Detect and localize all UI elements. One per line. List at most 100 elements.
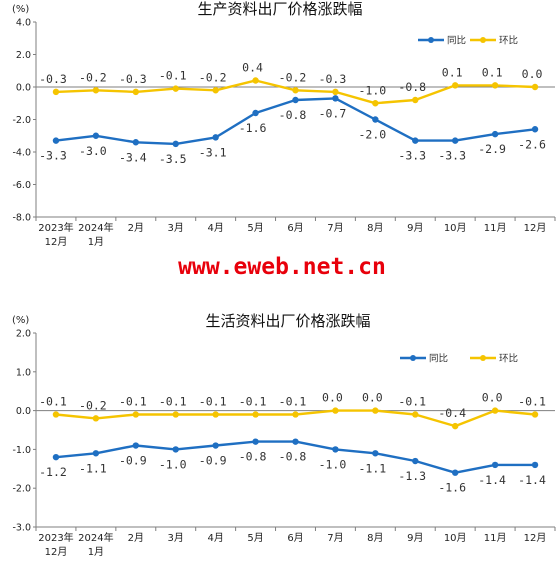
data-point <box>451 469 459 476</box>
x-tick-label: 7月 <box>327 222 343 234</box>
y-tick-label: 4.0 <box>16 18 31 29</box>
legend-marker <box>480 355 486 361</box>
data-point <box>132 442 140 449</box>
x-tick-label: 11月 <box>484 532 507 544</box>
data-label: -1.6 <box>239 121 267 135</box>
series-mom: -0.3 -0.2 -0.3 -0.1 -0.2 0.4 -0.2 -0.3 -1.0 -0.8 0… <box>39 61 542 107</box>
data-label: -3.3 <box>438 149 466 163</box>
data-label: -3.3 <box>398 149 426 163</box>
data-label: -1.4 <box>478 473 506 487</box>
data-label: -0.8 <box>279 108 307 122</box>
chart-title: 生产资料出厂价格涨跌幅 <box>197 0 362 18</box>
data-point <box>212 87 219 94</box>
data-label: -0.1 <box>398 394 426 408</box>
data-label: -0.9 <box>119 454 147 468</box>
data-label: -0.3 <box>119 72 147 86</box>
x-tick-label: 1月 <box>88 236 104 248</box>
data-label: 0.1 <box>442 65 463 79</box>
x-tick-label: 2024年 <box>78 221 113 234</box>
data-point <box>252 109 259 117</box>
x-tick-label: 7月 <box>327 532 343 544</box>
data-point <box>332 95 339 102</box>
x-tick-label: 5月 <box>247 532 263 544</box>
y-tick-label: 0.0 <box>16 406 31 417</box>
data-label: 0.0 <box>362 391 383 405</box>
series-yoy: -1.2 -1.1 -0.9 -1.0 -0.9 -0.8 -0.8 -1.0 -1.1 -1.3… <box>39 438 546 495</box>
data-label: -0.3 <box>319 72 347 86</box>
data-label: -0.1 <box>518 394 546 408</box>
data-label: -0.2 <box>279 70 307 84</box>
data-point <box>92 450 100 457</box>
watermark-text: www.eweb.net.cn <box>178 254 386 280</box>
x-tick-label: 12月 <box>45 236 68 248</box>
x-tick-label: 2月 <box>128 532 144 544</box>
data-point <box>172 446 179 453</box>
legend-label: 环比 <box>499 353 518 365</box>
x-tick-label: 9月 <box>407 222 423 234</box>
data-label: -3.5 <box>159 152 187 166</box>
data-label: -3.0 <box>79 144 107 158</box>
data-point <box>212 134 219 141</box>
data-label: 0.4 <box>242 61 263 75</box>
data-label: -0.2 <box>79 70 107 84</box>
chart-title: 生活资料出厂价格涨跌幅 <box>205 312 370 330</box>
data-label: -2.6 <box>518 137 546 151</box>
data-label: -1.2 <box>39 465 67 479</box>
y-tick-label: -2.0 <box>12 484 31 495</box>
x-tick-label: 1月 <box>88 546 104 558</box>
data-point <box>212 442 219 449</box>
x-tick-label: 3月 <box>168 222 184 234</box>
data-point <box>451 137 459 144</box>
x-tick-label: 12月 <box>524 222 547 234</box>
x-tick-label: 3月 <box>168 532 184 544</box>
data-point <box>252 411 259 418</box>
data-point <box>52 453 60 461</box>
x-tick-label: 9月 <box>407 532 423 544</box>
data-point <box>491 130 499 138</box>
data-point <box>491 82 499 89</box>
legend-label: 同比 <box>447 35 466 47</box>
data-point <box>372 450 379 457</box>
data-label: -3.1 <box>199 145 227 159</box>
y-axis-unit: (%) <box>12 4 29 15</box>
data-point <box>132 139 140 146</box>
living-materials-chart: 生活资料出厂价格涨跌幅 (%) 2.0 1.0 0.0 -1.0 -2.0 -3.0 2023年… <box>12 312 556 558</box>
data-point <box>372 407 379 414</box>
x-tick-label: 5月 <box>247 222 263 234</box>
data-label: -0.1 <box>159 394 187 408</box>
x-tick-label: 8月 <box>367 222 383 234</box>
y-tick-label: -4.0 <box>12 148 31 159</box>
y-tick-label: -3.0 <box>12 523 31 534</box>
legend-label: 同比 <box>429 353 448 365</box>
series-mom: -0.1 -0.2 -0.1 -0.1 -0.1 -0.1 -0.1 0.0 0.0 -0.1 -0… <box>39 391 546 430</box>
data-label: -2.9 <box>478 142 506 156</box>
y-axis-unit: (%) <box>12 315 29 326</box>
y-tick-label: 2.0 <box>16 50 31 61</box>
data-label: -0.8 <box>239 450 267 464</box>
data-point <box>52 411 60 418</box>
data-point <box>531 411 539 418</box>
data-label: -0.7 <box>319 106 347 120</box>
data-point <box>52 137 60 144</box>
data-point <box>451 422 459 430</box>
x-tick-label: 6月 <box>287 222 303 234</box>
x-tick-label: 8月 <box>367 532 383 544</box>
data-point <box>92 415 100 422</box>
data-label: 0.1 <box>482 65 503 79</box>
data-point <box>52 88 60 96</box>
x-tick-label: 2024年 <box>78 531 113 544</box>
x-tick-label: 10月 <box>444 222 467 234</box>
data-label: -0.1 <box>119 394 147 408</box>
data-label: -0.1 <box>279 394 307 408</box>
data-point <box>172 140 179 148</box>
data-point <box>92 87 100 94</box>
y-tick-label: 0.0 <box>16 83 31 94</box>
data-point <box>252 438 259 445</box>
data-label: -1.0 <box>358 83 386 97</box>
data-point <box>172 85 179 92</box>
data-label: -0.4 <box>438 406 466 420</box>
data-point <box>132 411 140 418</box>
data-point <box>132 88 140 96</box>
data-point <box>412 457 419 465</box>
legend-marker <box>428 37 434 43</box>
